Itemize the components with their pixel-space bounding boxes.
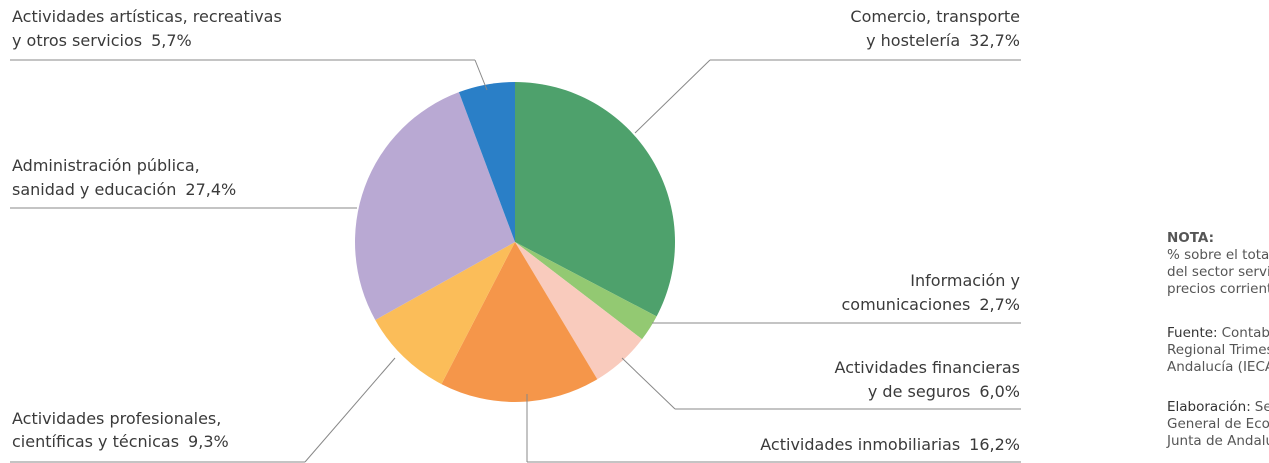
note-label: Elaboración: [1167,399,1251,415]
slice-label: Administración pública, [12,156,200,175]
note-line: Regional Trimestral de [1167,342,1269,358]
slice-label: y otros servicios 5,7% [12,31,192,50]
note-text: Secretaría [1255,399,1269,415]
value-label: 27,4% [185,180,236,199]
category-text: científicas y técnicas [12,432,179,451]
leader-line [634,59,711,134]
note-label: Fuente: [1167,325,1218,341]
note-line: Andalucía (IECA). [1167,359,1269,375]
leader-line [304,357,396,463]
pie-slice [515,242,643,380]
slice-label: Información y [910,271,1020,290]
category-text: Información y [910,271,1020,290]
note-line: General de Economía. [1167,416,1269,432]
slice-label: Actividades profesionales, [12,409,221,428]
pie-slice [515,81,676,317]
slice-label: Actividades artísticas, recreativas [12,7,282,26]
category-text: y otros servicios [12,31,142,50]
slice-label: comunicaciones 2,7% [841,295,1020,314]
category-text: Actividades profesionales, [12,409,221,428]
note-label: NOTA: [1167,230,1214,246]
note-line: % sobre el total del VAB [1167,247,1269,263]
pie-slice [458,82,515,242]
value-label: 16,2% [969,435,1020,454]
slice-label: y hostelería 32,7% [866,31,1020,50]
note-text: Contabilidad [1222,325,1269,341]
value-label: 2,7% [979,295,1020,314]
category-text: sanidad y educación [12,180,176,199]
value-label: 32,7% [969,31,1020,50]
slice-label: Actividades inmobiliarias 16,2% [760,435,1020,454]
pie-slice [515,242,657,340]
category-text: Comercio, transporte [850,7,1020,26]
note-line: Elaboración: Secretaría [1167,399,1269,415]
pie-slice [355,92,515,320]
note-line: del sector servicios a [1167,264,1269,280]
category-text: Actividades financieras [835,358,1020,377]
value-label: 5,7% [151,31,192,50]
pie-slice [441,242,598,402]
note-line: Junta de Andalucía. [1166,433,1269,449]
slice-label: científicas y técnicas 9,3% [12,432,229,451]
slice-label: y de seguros 6,0% [868,382,1020,401]
leader-line [621,357,676,410]
note-line: precios corrientes. [1167,281,1269,297]
leader-line [474,59,488,91]
category-text: y hostelería [866,31,960,50]
value-label: 6,0% [979,382,1020,401]
category-text: Actividades artísticas, recreativas [12,7,282,26]
category-text: Actividades inmobiliarias [760,435,960,454]
slice-label: Actividades financieras [835,358,1020,377]
pie-slice [375,242,515,385]
slice-label: Comercio, transporte [850,7,1020,26]
category-text: Administración pública, [12,156,200,175]
slice-label: sanidad y educación 27,4% [12,180,236,199]
value-label: 9,3% [188,432,229,451]
category-text: y de seguros [868,382,970,401]
note-line: Fuente:Contabilidad [1167,325,1269,341]
category-text: comunicaciones [841,295,970,314]
